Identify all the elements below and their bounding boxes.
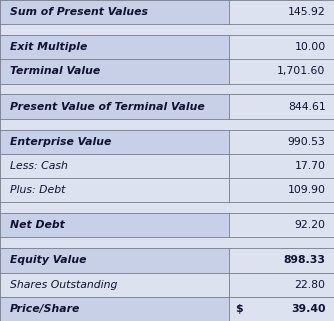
Bar (0, 297, 229, 321)
Bar (0, 273, 229, 297)
Text: 145.92: 145.92 (288, 7, 326, 17)
Text: Terminal Value: Terminal Value (10, 66, 100, 76)
Text: 844.61: 844.61 (288, 101, 326, 112)
Text: Shares Outstanding: Shares Outstanding (10, 280, 117, 290)
Bar (0, 59, 229, 83)
Bar (0, 119, 334, 130)
Bar (0, 35, 229, 59)
Text: Enterprise Value: Enterprise Value (10, 137, 112, 147)
Text: 1,701.60: 1,701.60 (277, 66, 326, 76)
Bar (229, 248, 334, 273)
Text: Equity Value: Equity Value (10, 256, 87, 265)
Bar (0, 248, 229, 273)
Text: 22.80: 22.80 (295, 280, 326, 290)
Bar (0, 213, 229, 238)
Text: $: $ (235, 304, 243, 314)
Bar (229, 154, 334, 178)
Bar (229, 0, 334, 24)
Text: 109.90: 109.90 (288, 185, 326, 195)
Bar (0, 238, 334, 248)
Text: Exit Multiple: Exit Multiple (10, 42, 88, 52)
Text: Present Value of Terminal Value: Present Value of Terminal Value (10, 101, 205, 112)
Bar (229, 178, 334, 202)
Bar (0, 0, 229, 24)
Bar (0, 94, 229, 119)
Bar (229, 35, 334, 59)
Bar (229, 297, 334, 321)
Bar (0, 202, 334, 213)
Bar (0, 24, 334, 35)
Text: 92.20: 92.20 (295, 220, 326, 230)
Bar (0, 130, 229, 154)
Bar (229, 130, 334, 154)
Text: 898.33: 898.33 (284, 256, 326, 265)
Text: Less: Cash: Less: Cash (10, 161, 68, 171)
Bar (229, 94, 334, 119)
Bar (0, 154, 229, 178)
Text: 990.53: 990.53 (288, 137, 326, 147)
Bar (229, 273, 334, 297)
Text: 17.70: 17.70 (295, 161, 326, 171)
Bar (0, 178, 229, 202)
Bar (229, 213, 334, 238)
Text: Net Debt: Net Debt (10, 220, 65, 230)
Bar (0, 83, 334, 94)
Text: 10.00: 10.00 (294, 42, 326, 52)
Text: 39.40: 39.40 (291, 304, 326, 314)
Bar (229, 59, 334, 83)
Text: Plus: Debt: Plus: Debt (10, 185, 65, 195)
Text: Sum of Present Values: Sum of Present Values (10, 7, 148, 17)
Text: Price/Share: Price/Share (10, 304, 80, 314)
